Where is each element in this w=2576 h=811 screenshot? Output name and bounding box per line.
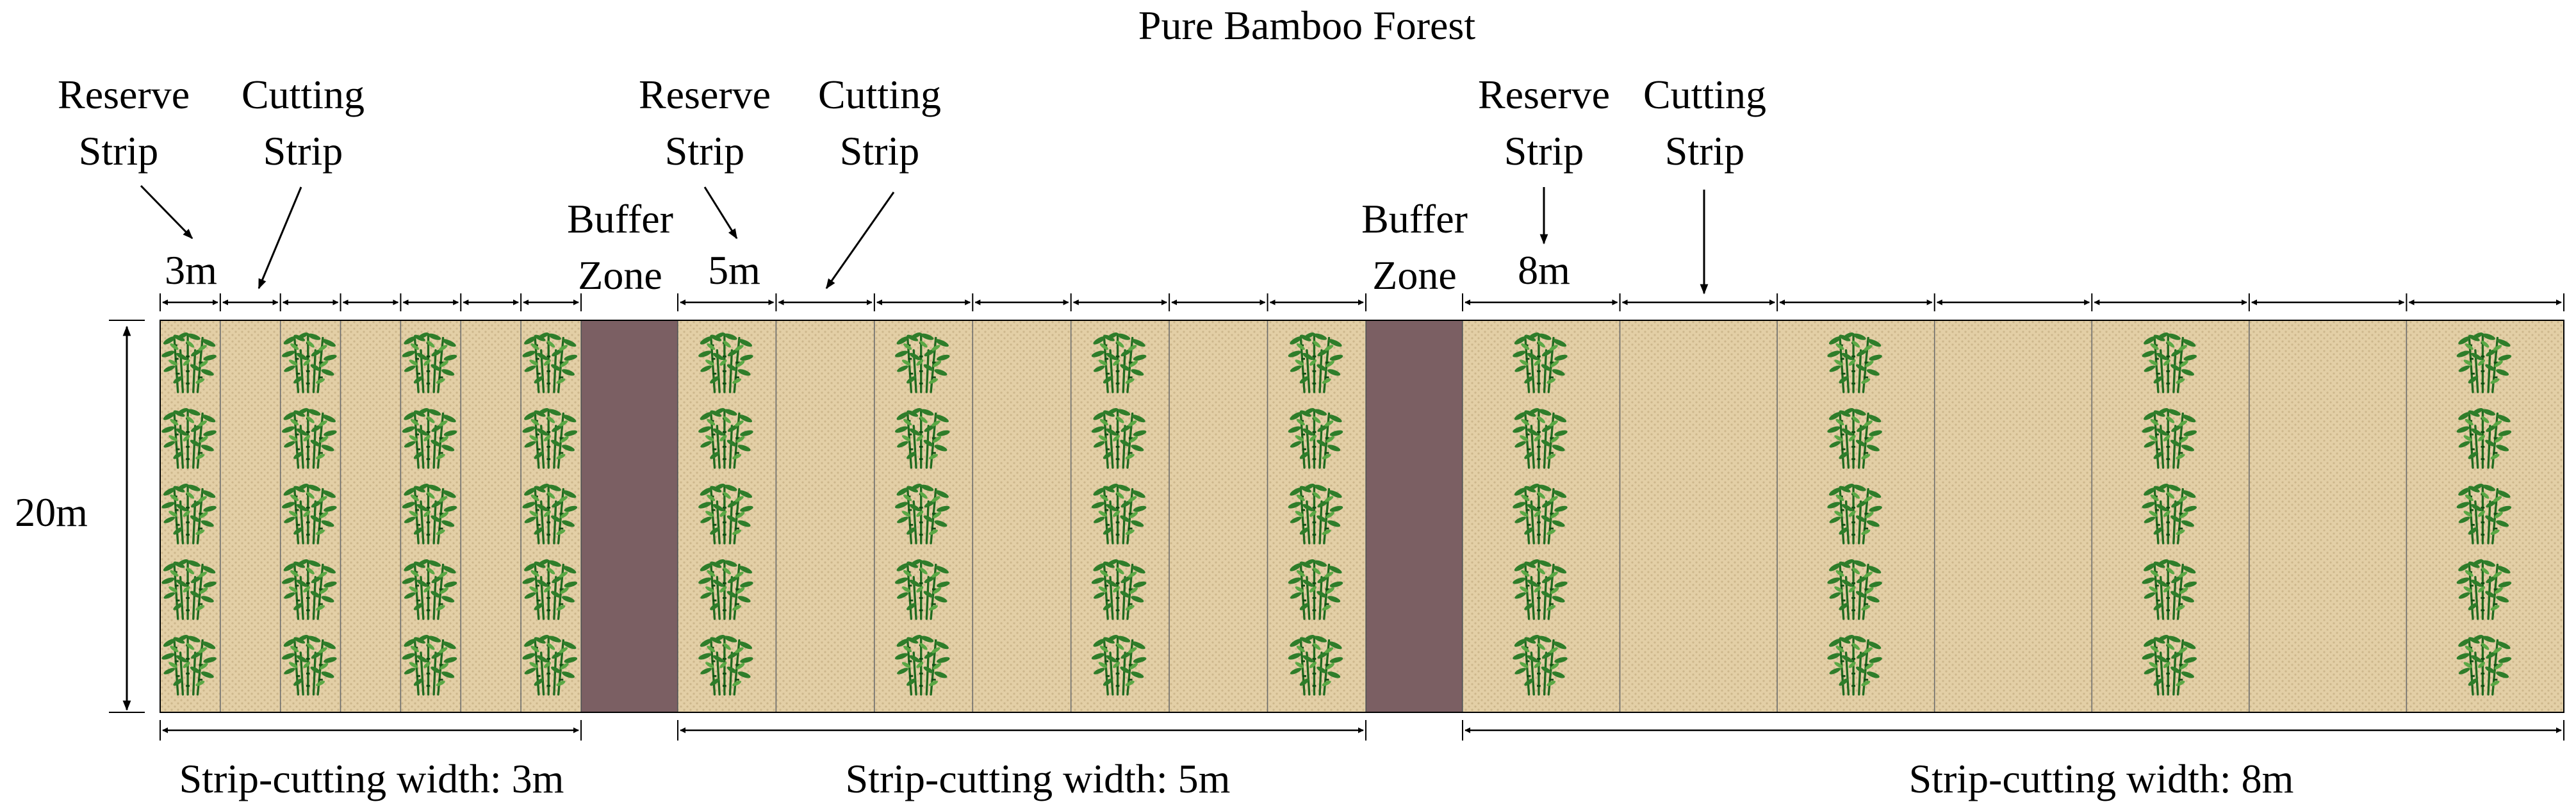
section-2-reserve-strip-label: Reserve Strip bbox=[638, 72, 771, 174]
section-2-reserve-width-label: 5m bbox=[708, 247, 760, 293]
reserve-strip-s3-5 bbox=[2091, 320, 2250, 713]
section-2-cutting-strip-label: Cutting Strip bbox=[817, 72, 942, 174]
reserve-strip-s3-1 bbox=[1462, 320, 1621, 713]
section-2-bottom-label: Strip-cutting width: 5m bbox=[845, 756, 1231, 801]
section-1-reserve-width-label: 3m bbox=[165, 247, 217, 293]
reserve-strip-s3-7 bbox=[2406, 320, 2564, 713]
diagram-title: Pure Bamboo Forest bbox=[1138, 3, 1476, 48]
section-3-bottom-label: Strip-cutting width: 8m bbox=[1908, 756, 2294, 801]
section-2-buffer-zone-label: Buffer Zone bbox=[567, 196, 673, 298]
cutting-strip-s2-4 bbox=[972, 320, 1072, 713]
plot-layer bbox=[160, 320, 2564, 713]
cutting-strip-s1-2 bbox=[220, 320, 281, 713]
buffer-zone-1 bbox=[580, 320, 678, 713]
reserve-strip-s2-7 bbox=[1267, 320, 1366, 713]
cutting-strip-s3-2 bbox=[1619, 320, 1778, 713]
buffer-zone-2 bbox=[1365, 320, 1463, 713]
section-1-cutting-strip-label: Cutting Strip bbox=[241, 72, 365, 174]
cutting-strip-s2-6 bbox=[1169, 320, 1268, 713]
plot-outline bbox=[160, 320, 2564, 713]
cutting-strip-s1-6 bbox=[460, 320, 521, 713]
cutting-strip-s2-2 bbox=[775, 320, 875, 713]
height-dimension bbox=[109, 320, 145, 713]
section-3-buffer-zone-label: Buffer Zone bbox=[1361, 196, 1468, 298]
dimension-layer bbox=[160, 293, 2564, 741]
height-label: 20m bbox=[15, 489, 88, 535]
section-1-reserve-strip-label: Reserve Strip bbox=[58, 72, 190, 174]
cutting-strip-s3-4 bbox=[1933, 320, 2093, 713]
section-1-bottom-label: Strip-cutting width: 3m bbox=[179, 756, 564, 801]
reserve-strip-pointer-arrow bbox=[140, 184, 193, 240]
cutting-strip-s3-6 bbox=[2249, 320, 2408, 713]
section-3-reserve-width-label: 8m bbox=[1518, 247, 1570, 293]
section-3-reserve-strip-label: Reserve Strip bbox=[1477, 72, 1611, 174]
reserve-strip-s2-1 bbox=[677, 320, 777, 713]
reserve-strip-s2-3 bbox=[874, 320, 974, 713]
section-3-cutting-strip-label: Cutting Strip bbox=[1643, 72, 1767, 174]
cutting-strip-pointer-arrow bbox=[825, 192, 895, 290]
cutting-strip-s1-4 bbox=[340, 320, 402, 713]
cutting-strip-pointer-arrow bbox=[258, 186, 302, 290]
reserve-strip-pointer-arrow bbox=[703, 186, 738, 240]
reserve-strip-s2-5 bbox=[1070, 320, 1170, 713]
pointer-arrows-layer bbox=[140, 184, 1709, 295]
reserve-strip-s3-3 bbox=[1776, 320, 1935, 713]
